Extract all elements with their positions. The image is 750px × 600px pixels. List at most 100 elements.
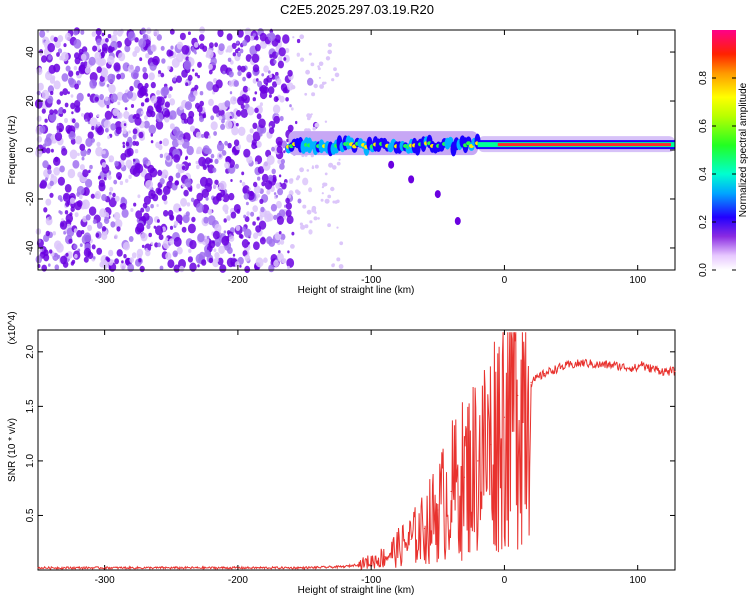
noise-blob [54, 264, 60, 271]
noise-blob [175, 52, 184, 63]
noise-blob [206, 49, 212, 56]
noise-blob [235, 110, 242, 117]
noise-blob [331, 78, 335, 82]
noise-blob [323, 182, 328, 187]
noise-blob [116, 73, 121, 80]
noise-blob [73, 228, 78, 233]
noise-blob [196, 203, 204, 213]
noise-blob [43, 207, 48, 213]
noise-blob [300, 224, 306, 230]
noise-blob [291, 85, 296, 90]
noise-blob [71, 259, 76, 264]
secondary-trace-point [454, 217, 461, 226]
noise-blob [44, 118, 48, 123]
noise-blob [137, 82, 144, 91]
noise-blob [304, 224, 309, 229]
noise-blob [50, 173, 54, 178]
noise-blob [255, 225, 262, 233]
noise-blob [187, 223, 196, 234]
snr-x-tick-label: -300 [95, 575, 115, 586]
noise-blob [85, 178, 93, 188]
noise-blob [144, 82, 149, 89]
noise-blob [203, 216, 209, 224]
noise-blob [50, 148, 54, 153]
noise-blob [132, 128, 138, 135]
noise-blob [227, 142, 232, 149]
noise-blob [206, 235, 210, 240]
noise-blob [101, 194, 107, 201]
noise-blob [227, 57, 232, 62]
noise-blob [135, 163, 144, 174]
spectrogram-x-tick-label: 100 [629, 275, 646, 286]
noise-blob [262, 161, 271, 171]
noise-blob [236, 208, 241, 214]
noise-blob [249, 190, 254, 197]
noise-blob [199, 100, 204, 107]
noise-blob [121, 208, 129, 218]
noise-blob [111, 74, 116, 80]
noise-blob [241, 226, 247, 232]
noise-blob [241, 171, 245, 176]
noise-blob [182, 214, 190, 224]
noise-blob [148, 189, 156, 200]
noise-blob [280, 158, 285, 165]
snr-y-ticks: 0.5 1.0 1.5 2.0 [25, 344, 675, 522]
noise-blob [287, 194, 292, 199]
noise-blob [74, 100, 81, 108]
noise-blob [205, 177, 213, 187]
spectrogram-x-tick-label: 0 [502, 275, 508, 286]
noise-blob [87, 93, 91, 97]
noise-blob [127, 64, 135, 73]
noise-blob [327, 42, 332, 48]
noise-blob [241, 239, 249, 248]
noise-blob [148, 232, 152, 238]
noise-blob [248, 187, 251, 191]
noise-blob [233, 80, 239, 87]
noise-blob [185, 56, 190, 62]
noise-blob [207, 208, 213, 215]
noise-blob [143, 120, 150, 129]
noise-blob [239, 264, 242, 268]
snr-point [397, 547, 399, 549]
noise-blob [247, 87, 251, 91]
noise-blob [314, 164, 319, 169]
noise-blob [208, 98, 214, 106]
noise-blob [57, 123, 60, 127]
noise-blob [117, 29, 123, 37]
carrier-peak [497, 143, 671, 147]
noise-blob [246, 211, 250, 216]
noise-blob [41, 108, 46, 114]
noise-blob [186, 202, 191, 207]
noise-blob [45, 230, 50, 237]
noise-blob [78, 48, 84, 55]
noise-blob [91, 244, 96, 250]
noise-blob [148, 72, 155, 81]
noise-blob [143, 195, 151, 205]
noise-blob [67, 91, 70, 95]
noise-blob [156, 89, 161, 96]
figure-title: C2E5.2025.297.03.19.R20 [280, 2, 434, 17]
noise-blob [325, 56, 331, 61]
noise-blob [278, 174, 282, 178]
noise-blob [52, 231, 56, 236]
noise-blob [139, 265, 145, 273]
noise-blob [150, 140, 154, 144]
snr-plot-area [38, 330, 675, 570]
noise-blob [104, 110, 113, 120]
noise-blob [64, 32, 72, 41]
noise-blob [304, 92, 308, 96]
noise-blob [255, 78, 259, 82]
noise-blob [218, 115, 223, 121]
snr-point [437, 509, 439, 511]
noise-blob [292, 36, 295, 39]
noise-blob [228, 80, 234, 87]
noise-blob [79, 164, 85, 171]
noise-blob [162, 86, 170, 96]
noise-blob [120, 196, 126, 203]
noise-blob [193, 90, 198, 97]
noise-blob [259, 198, 264, 204]
noise-blob [226, 215, 231, 221]
snr-point [383, 556, 386, 558]
noise-blob [285, 97, 289, 102]
noise-blob [264, 180, 273, 190]
